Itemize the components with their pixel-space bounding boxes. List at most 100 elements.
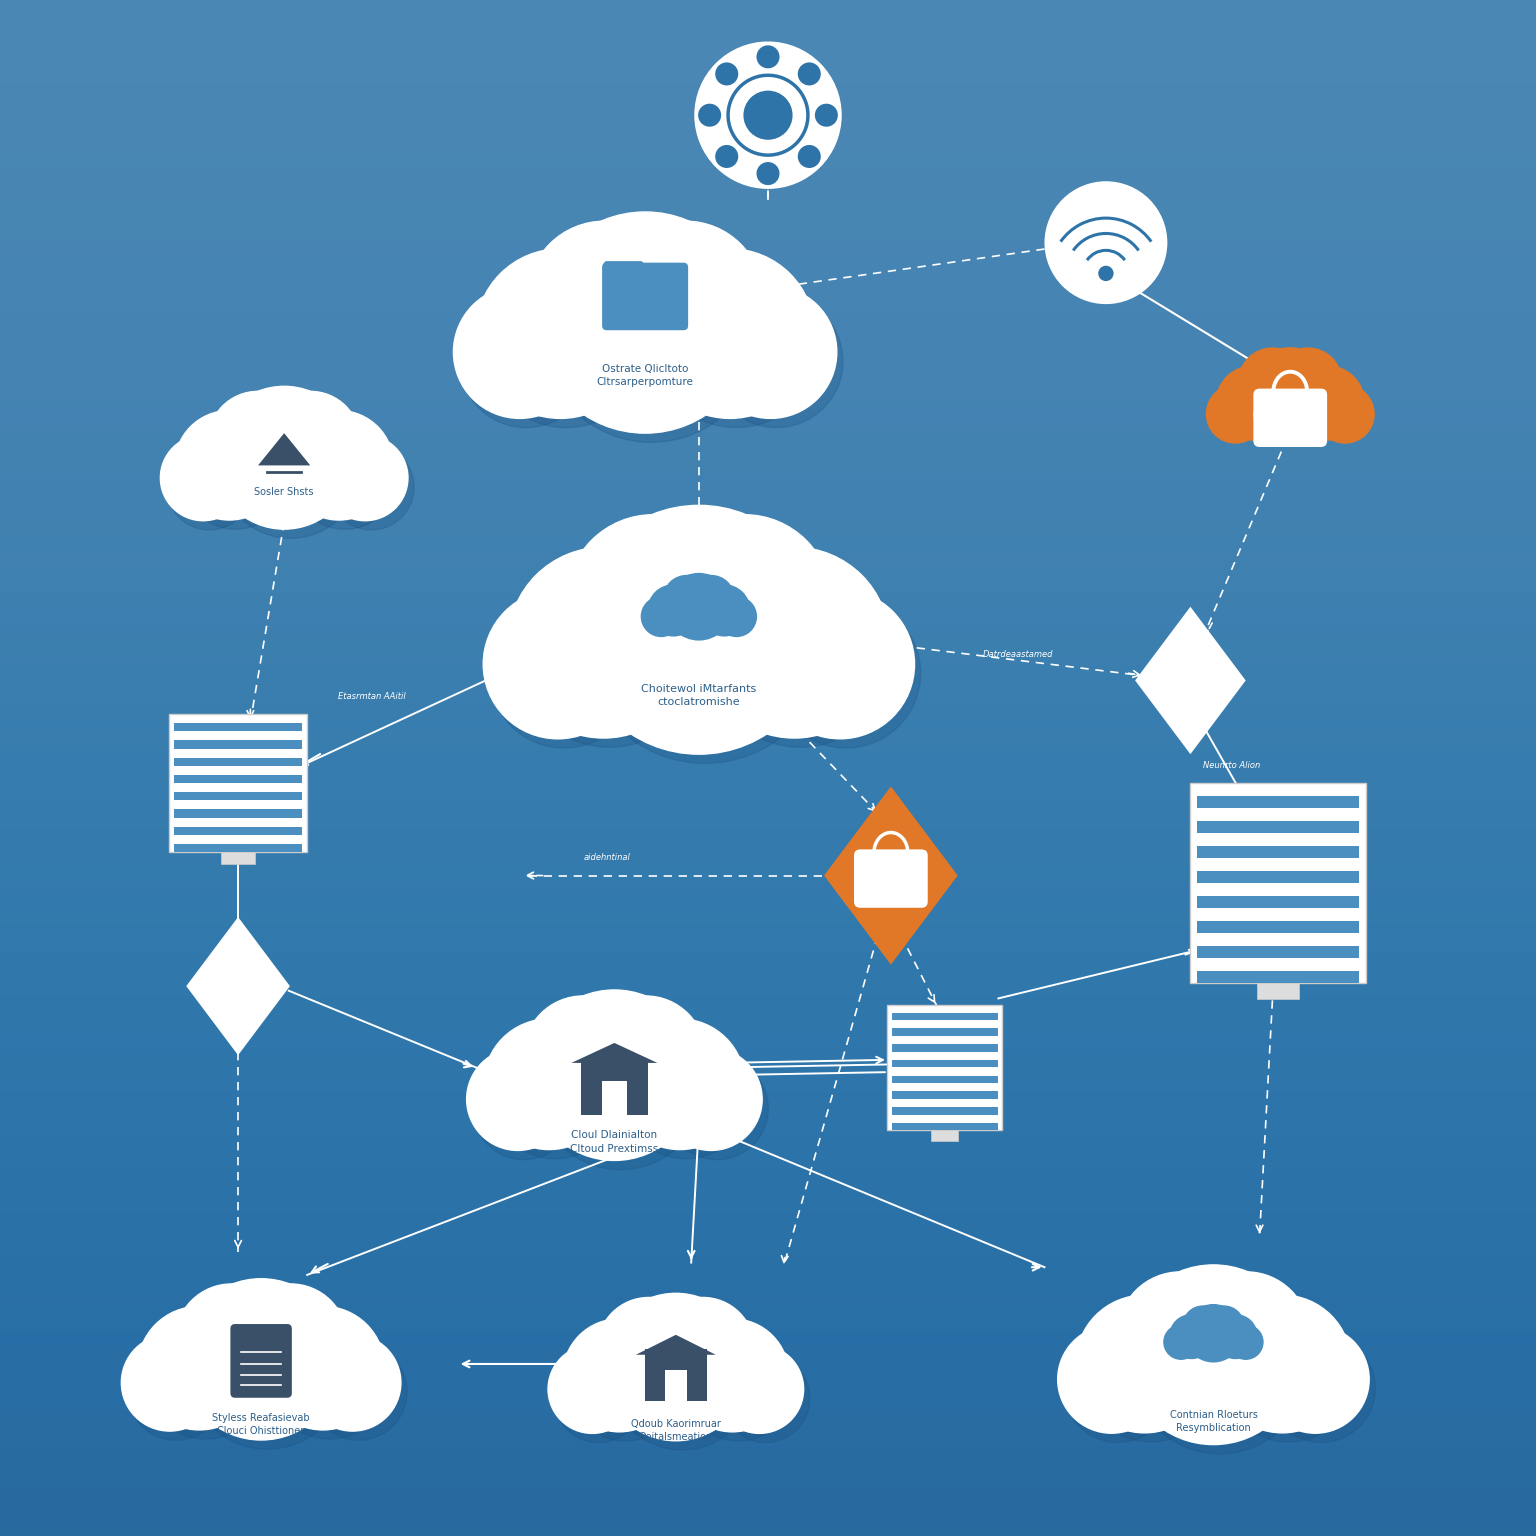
Circle shape	[267, 1315, 390, 1439]
Circle shape	[722, 1355, 809, 1442]
FancyBboxPatch shape	[221, 852, 255, 863]
Circle shape	[323, 435, 409, 521]
FancyBboxPatch shape	[230, 1324, 292, 1398]
Circle shape	[535, 212, 756, 433]
FancyBboxPatch shape	[931, 1130, 958, 1141]
Circle shape	[664, 524, 837, 699]
Circle shape	[608, 1303, 756, 1450]
FancyBboxPatch shape	[1197, 946, 1359, 958]
Circle shape	[459, 295, 593, 427]
Circle shape	[574, 505, 823, 754]
FancyBboxPatch shape	[175, 774, 301, 783]
Text: Cloul Dlainialton
Cltoud Prextimss: Cloul Dlainialton Cltoud Prextimss	[570, 1130, 659, 1154]
FancyBboxPatch shape	[1197, 871, 1359, 883]
Circle shape	[490, 1028, 621, 1158]
Circle shape	[699, 547, 889, 739]
Circle shape	[660, 1048, 762, 1150]
FancyBboxPatch shape	[1197, 971, 1359, 983]
FancyBboxPatch shape	[175, 757, 301, 766]
Text: Etasrmtan AAitil: Etasrmtan AAitil	[338, 691, 406, 700]
Circle shape	[621, 1028, 751, 1158]
Circle shape	[716, 144, 739, 167]
Circle shape	[1044, 181, 1167, 304]
Polygon shape	[823, 786, 958, 965]
Text: Sosler Shsts: Sosler Shsts	[255, 487, 313, 496]
Circle shape	[657, 1307, 760, 1410]
FancyBboxPatch shape	[1197, 922, 1359, 932]
Circle shape	[527, 221, 682, 376]
Circle shape	[548, 1346, 636, 1433]
Circle shape	[1316, 386, 1375, 442]
Circle shape	[1081, 1304, 1220, 1442]
FancyBboxPatch shape	[602, 263, 688, 330]
Circle shape	[1064, 1335, 1172, 1442]
Circle shape	[484, 590, 633, 739]
Circle shape	[137, 1306, 261, 1430]
Circle shape	[304, 1335, 401, 1432]
Circle shape	[1164, 1326, 1198, 1359]
FancyBboxPatch shape	[891, 1012, 998, 1020]
Circle shape	[756, 163, 779, 186]
Circle shape	[1184, 1304, 1243, 1362]
Circle shape	[614, 1018, 745, 1149]
Circle shape	[143, 1315, 267, 1439]
Circle shape	[166, 444, 252, 530]
FancyBboxPatch shape	[581, 1060, 648, 1115]
Circle shape	[181, 419, 290, 530]
Circle shape	[1189, 1281, 1315, 1407]
Circle shape	[482, 258, 651, 427]
Circle shape	[676, 1319, 790, 1432]
Circle shape	[240, 1293, 353, 1405]
Circle shape	[528, 991, 700, 1161]
FancyBboxPatch shape	[175, 843, 301, 852]
FancyBboxPatch shape	[1197, 822, 1359, 833]
Circle shape	[261, 1306, 384, 1430]
FancyBboxPatch shape	[645, 1349, 707, 1401]
Circle shape	[329, 444, 415, 530]
Circle shape	[657, 515, 831, 690]
Circle shape	[310, 1344, 407, 1441]
FancyBboxPatch shape	[891, 1075, 998, 1083]
Circle shape	[771, 599, 920, 748]
Circle shape	[1213, 1295, 1352, 1433]
Circle shape	[710, 295, 843, 427]
FancyBboxPatch shape	[891, 1107, 998, 1115]
Circle shape	[290, 419, 399, 530]
Circle shape	[567, 515, 740, 690]
Circle shape	[604, 1307, 707, 1410]
Circle shape	[716, 1346, 803, 1433]
FancyBboxPatch shape	[241, 1326, 281, 1341]
Circle shape	[490, 599, 639, 748]
Circle shape	[476, 249, 645, 418]
Circle shape	[214, 401, 313, 501]
Circle shape	[1261, 1326, 1369, 1433]
Circle shape	[1058, 1326, 1166, 1433]
Circle shape	[1281, 406, 1299, 424]
Polygon shape	[1135, 607, 1246, 754]
Circle shape	[682, 1329, 796, 1441]
Circle shape	[1204, 1306, 1244, 1346]
Text: Styless Reafasievab
Clouci Ohisttioner: Styless Reafasievab Clouci Ohisttioner	[212, 1413, 310, 1436]
Circle shape	[664, 576, 710, 622]
Circle shape	[667, 1057, 768, 1160]
Circle shape	[121, 1335, 218, 1432]
Circle shape	[694, 41, 842, 189]
Circle shape	[651, 258, 820, 427]
FancyBboxPatch shape	[602, 1081, 627, 1115]
Text: Choitewol iMtarfants
ctoclatromishe: Choitewol iMtarfants ctoclatromishe	[641, 684, 757, 707]
Circle shape	[473, 1057, 574, 1160]
FancyBboxPatch shape	[891, 1060, 998, 1068]
Circle shape	[756, 45, 779, 68]
Text: Qdoub Kaorimruar
Qoitalsmeation: Qdoub Kaorimruar Qoitalsmeation	[631, 1419, 720, 1442]
FancyBboxPatch shape	[1189, 783, 1367, 983]
Circle shape	[1241, 349, 1338, 445]
Circle shape	[1169, 1315, 1213, 1358]
Circle shape	[181, 1293, 295, 1405]
Circle shape	[1290, 366, 1364, 439]
Circle shape	[1309, 406, 1327, 424]
FancyBboxPatch shape	[169, 714, 307, 852]
Circle shape	[602, 1293, 750, 1441]
Circle shape	[233, 1284, 347, 1396]
Circle shape	[743, 91, 793, 140]
Circle shape	[530, 1005, 648, 1124]
